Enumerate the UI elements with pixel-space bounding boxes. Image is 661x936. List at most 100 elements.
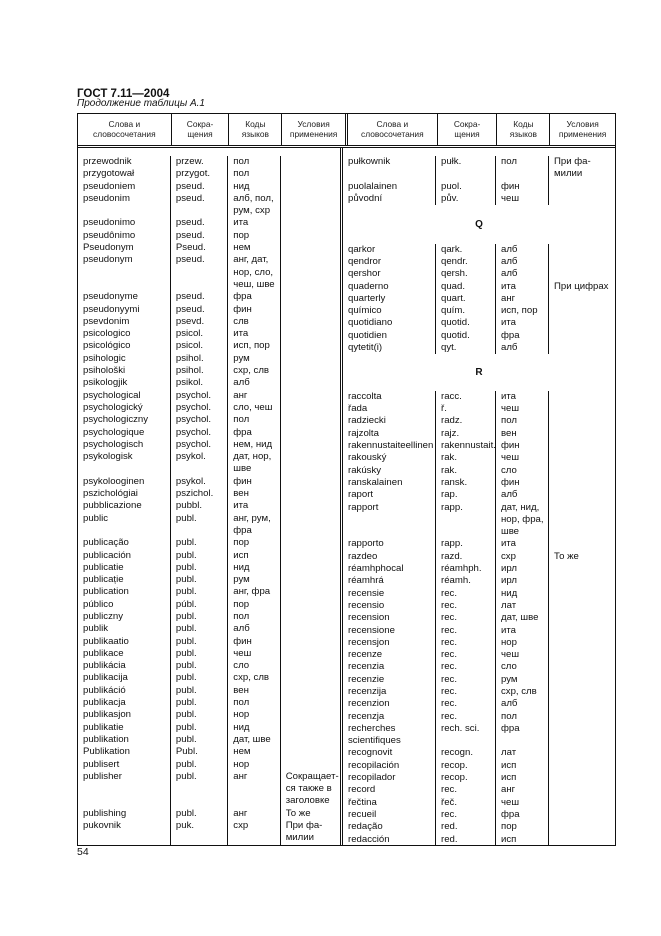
abbreviation: psihol. (175, 352, 204, 364)
table-row: psicológico psicol. исп, пор (78, 340, 340, 353)
term-cell: řečtina (343, 797, 435, 809)
term-cell: publikation (78, 734, 170, 746)
language-codes-cell: чеш (495, 192, 548, 206)
term: publiczny (83, 610, 123, 622)
abbreviation-cell: rec. (435, 784, 495, 797)
abbreviation-cell: razd. (435, 550, 495, 564)
abbreviation: rec. (441, 784, 457, 796)
language-codes: рум (233, 574, 250, 586)
language-codes-cell: нор (227, 709, 279, 722)
table-row: quaderno quad. ита При цифрах (343, 280, 615, 293)
column-header-line: Сокра- (453, 119, 481, 129)
column-header: Сокра-щения (436, 114, 497, 145)
usage-condition-cell (279, 574, 340, 587)
term-cell: radziecki (343, 415, 435, 427)
table-row: pseudonyme pseud. фра (78, 291, 340, 304)
usage-condition: милии (554, 168, 583, 180)
usage-condition-cell (279, 488, 340, 501)
abbreviation-cell: rec. (435, 587, 495, 600)
usage-condition-cell (548, 563, 615, 576)
language-codes: дат, шве (233, 733, 271, 745)
usage-condition-cell (548, 587, 615, 600)
term-cell: quaderno (343, 281, 435, 293)
usage-condition-cell (548, 342, 615, 355)
term: quarterly (348, 292, 386, 304)
term-cell: psicologico (78, 328, 170, 340)
abbreviation-cell: quad. (435, 280, 495, 293)
abbreviation: racc. (441, 390, 462, 402)
language-codes: схр, слв (233, 672, 270, 684)
abbreviation: pseud. (175, 291, 205, 303)
abbreviation: rak. (441, 464, 457, 476)
table-row: psikologjik psikol. алб (78, 377, 340, 390)
abbreviation: publ. (175, 586, 197, 598)
language-codes: анг (233, 389, 248, 401)
language-codes: ита (233, 500, 249, 512)
term-cell: ranskalainen (343, 477, 435, 489)
language-codes: фин (501, 476, 520, 488)
table-row: recensione rec. ита (343, 624, 615, 637)
term: pseudonyymi (83, 303, 140, 315)
abbreviation: pseud. (175, 229, 205, 241)
abbreviation: publ. (175, 758, 197, 770)
language-codes-cell: фин (227, 475, 279, 489)
term-cell: rajzolta (343, 428, 435, 440)
usage-condition-cell (279, 733, 340, 747)
abbreviation: qersh. (441, 268, 468, 280)
column-header: Коды языков (496, 114, 549, 145)
language-codes-cell: нид (227, 721, 279, 734)
usage-condition-cell (279, 377, 340, 390)
language-codes: пор (233, 598, 250, 610)
abbreviation: red. (441, 833, 458, 845)
abbreviation-cell: quím. (435, 305, 495, 318)
language-codes-cell: ита (495, 317, 548, 330)
language-codes-cell: дат, шве (495, 612, 548, 625)
usage-condition-cell (279, 352, 340, 366)
table-row: řada ř. чеш (343, 403, 615, 416)
column-header-line: Коды (513, 119, 534, 129)
usage-condition-cell (279, 512, 340, 538)
term-cell: rakúsky (343, 465, 435, 477)
term-cell: recensio (343, 600, 435, 612)
abbreviation-cell: rapp. (435, 538, 495, 551)
language-codes-cell: сло (495, 464, 548, 477)
term: psychologisch (83, 438, 144, 450)
term: Publikation (83, 746, 130, 758)
language-codes-cell: фра (495, 808, 548, 822)
abbreviation: razd. (441, 550, 463, 562)
term-cell: redacción (343, 834, 435, 846)
term-cell: recenzja (343, 711, 435, 723)
abbreviation: psihol. (175, 365, 204, 377)
language-codes-cell: фра (227, 291, 279, 304)
table-row: psihološki psihol. схр, слв (78, 365, 340, 378)
abbreviation-cell: psychol. (169, 426, 227, 439)
term-cell: publicação (78, 537, 170, 549)
usage-condition-cell (548, 489, 615, 502)
term-cell: public (78, 513, 170, 538)
usage-condition-cell (279, 340, 340, 353)
usage-condition: ся также в (285, 783, 332, 795)
term: ranskalainen (348, 476, 403, 488)
term-cell: qarkor (343, 244, 435, 256)
term-cell: psychological (78, 390, 170, 402)
abbreviation-cell: rec. (435, 685, 495, 699)
language-codes: рум, схр (233, 205, 271, 217)
term-cell: recenzie (343, 674, 435, 686)
abbreviation-cell: rec. (435, 661, 495, 674)
table-row: pseudonyymi pseud. фин (78, 303, 340, 316)
usage-condition-cell (548, 268, 615, 281)
usage-condition-cell (548, 501, 615, 539)
language-codes: чеш (501, 649, 520, 661)
term-cell: psikologjik (78, 377, 170, 389)
term-cell: publikácia (78, 660, 170, 672)
language-codes: фра (233, 291, 252, 303)
language-codes-cell: чеш (495, 649, 548, 662)
term: quaderno (348, 280, 389, 292)
abbreviation: psykol. (175, 475, 206, 487)
term: recenzia (348, 661, 385, 673)
abbreviation-cell: psychol. (169, 401, 227, 415)
abbreviation: pseud. (175, 303, 205, 315)
language-codes-cell: схр (495, 550, 548, 564)
abbreviation: psychol. (175, 414, 212, 426)
language-codes: исп (501, 833, 517, 845)
